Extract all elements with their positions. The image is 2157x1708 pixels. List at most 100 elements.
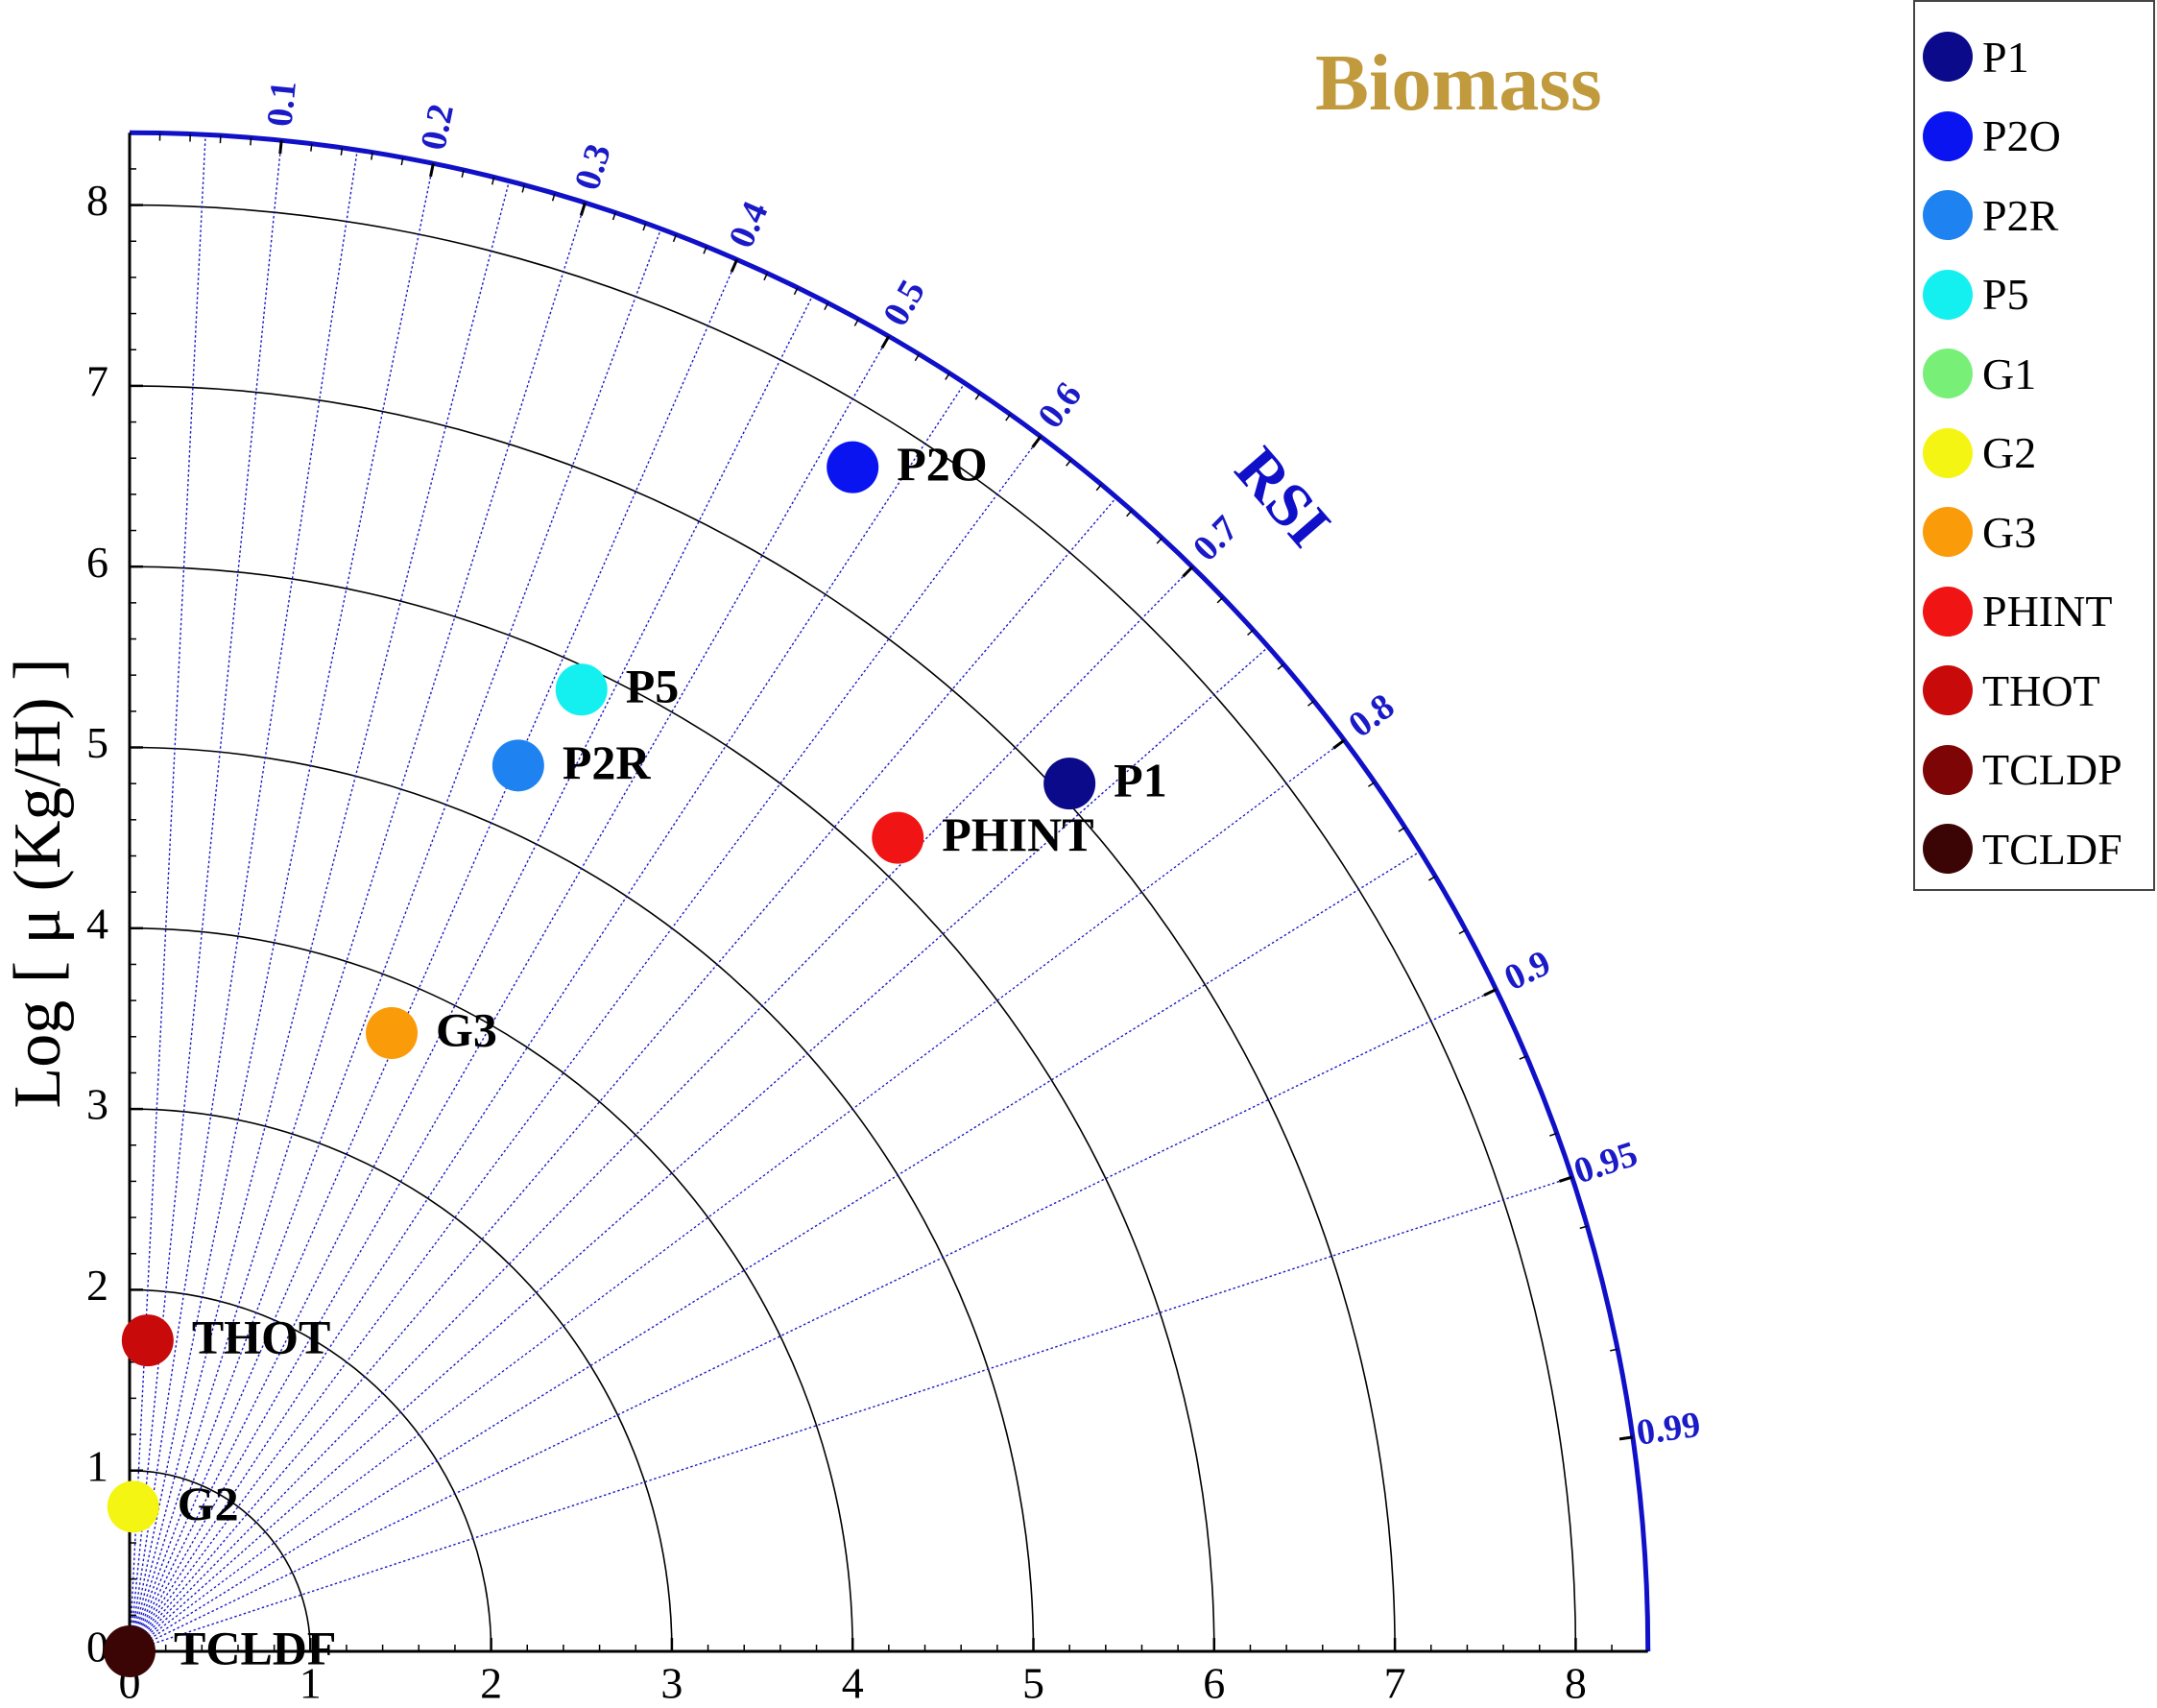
correlation-line-0.65 xyxy=(130,497,1116,1651)
legend: P1 P2O P2R P5 G1 G2 G3 PHINT THOT TCLDP TCLDF xyxy=(1913,0,2155,891)
legend-label: P1 xyxy=(1982,32,2029,83)
data-point-p5 xyxy=(556,663,608,715)
correlation-tick-mark xyxy=(1559,1177,1571,1181)
correlation-minor-tick xyxy=(1217,597,1223,603)
grid-arc-8 xyxy=(130,205,1575,1651)
data-label-p2r: P2R xyxy=(563,735,652,789)
x-tick-label: 7 xyxy=(1384,1659,1406,1703)
correlation-line-0.15 xyxy=(130,150,357,1651)
legend-label: PHINT xyxy=(1982,586,2112,637)
correlation-lines xyxy=(130,134,1572,1651)
y-tick-label: 8 xyxy=(86,176,108,225)
data-label-g2: G2 xyxy=(178,1477,239,1530)
correlation-tick-label: 0.5 xyxy=(875,274,933,333)
legend-swatch xyxy=(1923,428,1973,478)
correlation-line-0.75 xyxy=(130,647,1268,1651)
correlation-minor-tick xyxy=(311,144,312,152)
data-point-tcldf xyxy=(104,1625,156,1677)
legend-label: G2 xyxy=(1982,427,2036,478)
y-tick-label: 1 xyxy=(86,1441,108,1490)
data-point-thot xyxy=(122,1314,174,1366)
correlation-minor-tick xyxy=(1157,538,1162,543)
legend-item-p1: P1 xyxy=(1923,27,2029,86)
legend-item-tcldp: TCLDP xyxy=(1923,740,2122,800)
outer-arc xyxy=(130,132,1648,1651)
correlation-line-0.35 xyxy=(130,229,661,1651)
y-tick-label: 2 xyxy=(86,1261,108,1310)
grid-arc-5 xyxy=(130,748,1034,1652)
y-tick-label: 3 xyxy=(86,1080,108,1129)
legend-label: THOT xyxy=(1982,665,2100,716)
data-label-p5: P5 xyxy=(626,660,680,713)
legend-item-tcldf: TCLDF xyxy=(1923,819,2122,878)
correlation-tick-label: 0.7 xyxy=(1186,508,1246,568)
correlation-tick-label: 0.9 xyxy=(1498,943,1557,999)
grid-arc-7 xyxy=(130,386,1395,1651)
correlation-line-0.05 xyxy=(130,134,205,1651)
x-tick-label: 5 xyxy=(1022,1659,1044,1703)
correlation-tick-mark xyxy=(1619,1437,1633,1439)
correlation-line-0.7 xyxy=(130,566,1192,1651)
legend-swatch xyxy=(1923,32,1973,82)
data-point-phint xyxy=(872,812,923,864)
data-label-p1: P1 xyxy=(1114,754,1167,807)
correlation-line-0.85 xyxy=(130,852,1420,1651)
y-axis-label: Log [ μ (Kg/H) ] xyxy=(1,658,75,1108)
correlation-minor-tick xyxy=(280,140,281,148)
correlation-line-0.45 xyxy=(130,295,813,1651)
legend-swatch xyxy=(1923,111,1973,161)
y-tick-label: 4 xyxy=(86,899,108,948)
grid-arc-3 xyxy=(130,1109,672,1651)
correlation-tick-label: 0.4 xyxy=(721,196,776,253)
data-label-thot: THOT xyxy=(192,1311,330,1364)
correlation-tick-label: 0.8 xyxy=(1341,686,1402,745)
legend-label: P5 xyxy=(1982,269,2029,320)
legend-label: TCLDP xyxy=(1982,744,2122,795)
data-point-g3 xyxy=(366,1007,418,1059)
correlation-line-0.5 xyxy=(130,336,889,1651)
legend-item-p2o: P2O xyxy=(1923,107,2061,166)
y-tick-label: 5 xyxy=(86,718,108,767)
correlation-tick-label: 0.2 xyxy=(413,101,462,154)
correlation-tick-label: 0.3 xyxy=(567,139,619,195)
legend-item-p5: P5 xyxy=(1923,265,2029,325)
legend-label: TCLDF xyxy=(1982,824,2122,875)
legend-swatch xyxy=(1923,587,1973,637)
correlation-line-0.6 xyxy=(130,437,1041,1651)
data-point-p2o xyxy=(827,442,878,493)
legend-swatch xyxy=(1923,349,1973,398)
legend-swatch xyxy=(1923,665,1973,715)
correlation-line-0.4 xyxy=(130,259,737,1651)
chart-title: Biomass xyxy=(1315,36,1602,130)
x-tick-label: 6 xyxy=(1203,1659,1225,1703)
correlation-line-0.9 xyxy=(130,990,1497,1651)
legend-item-phint: PHINT xyxy=(1923,582,2112,641)
data-label-g3: G3 xyxy=(436,1002,497,1056)
legend-label: P2O xyxy=(1982,110,2061,161)
correlation-line-0.1 xyxy=(130,140,281,1651)
x-tick-label: 2 xyxy=(480,1659,502,1703)
x-tick-label: 3 xyxy=(660,1659,683,1703)
legend-label: P2R xyxy=(1982,190,2058,241)
correlation-line-0.95 xyxy=(130,1177,1572,1651)
data-point-p1 xyxy=(1043,758,1095,809)
legend-swatch xyxy=(1923,824,1973,874)
legend-swatch xyxy=(1923,507,1973,557)
data-point-p2r xyxy=(492,739,544,791)
data-label-p2o: P2O xyxy=(897,437,987,491)
legend-label: G3 xyxy=(1982,507,2036,558)
correlation-line-0.3 xyxy=(130,203,586,1651)
y-tick-label: 7 xyxy=(86,356,108,405)
data-point-g2 xyxy=(108,1480,159,1532)
legend-swatch xyxy=(1923,190,1973,240)
correlation-tick-label: 0.95 xyxy=(1570,1134,1642,1192)
legend-swatch xyxy=(1923,745,1973,795)
correlation-line-0.8 xyxy=(130,740,1344,1651)
legend-label: G1 xyxy=(1982,349,2036,399)
radial-grid xyxy=(130,205,1575,1651)
legend-item-g3: G3 xyxy=(1923,502,2036,562)
